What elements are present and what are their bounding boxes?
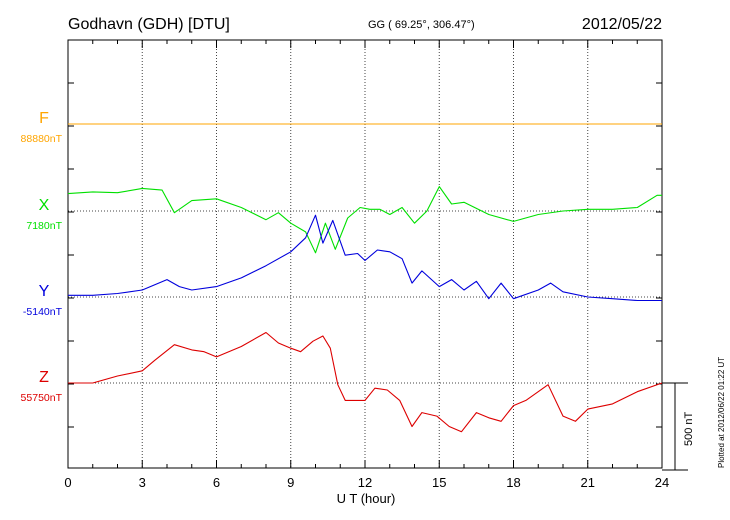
series-name-x: X [39, 197, 50, 214]
series-name-f: F [39, 110, 49, 127]
scale-bar: 500 nT [662, 382, 695, 471]
series-baseline-z: 55750nT [21, 392, 63, 404]
x-tick-label: 3 [139, 475, 146, 490]
x-tick-label: 15 [432, 475, 446, 490]
series-x-line [67, 186, 662, 254]
station-title: Godhavn (GDH) [DTU] [68, 16, 230, 33]
x-tick-label: 0 [64, 475, 71, 490]
plotted-note: Plotted at 2012/06/22 01:22 UT [717, 357, 726, 468]
series-baseline-f: 88880nT [21, 133, 63, 145]
series-labels: F 88880nT X 7180nT Y -5140nT Z 55750nT [21, 110, 63, 404]
x-tick-label: 18 [506, 475, 520, 490]
axis-ticks: 0 3 6 9 12 15 18 21 24 [64, 40, 669, 490]
grid [68, 40, 662, 468]
series-name-z: Z [39, 369, 49, 386]
date-label: 2012/05/22 [582, 16, 662, 33]
series-name-y: Y [39, 283, 50, 300]
x-axis-label: U T (hour) [337, 491, 396, 506]
x-tick-label: 21 [581, 475, 595, 490]
coords-label: GG ( 69.25°, 306.47°) [368, 19, 475, 31]
series-baseline-y: -5140nT [23, 306, 63, 318]
series-baseline-x: 7180nT [26, 220, 62, 232]
series-z-line [68, 331, 663, 433]
series-group [67, 123, 663, 433]
scale-bar-label: 500 nT [683, 411, 695, 446]
x-tick-label: 9 [287, 475, 294, 490]
x-tick-label: 24 [655, 475, 669, 490]
x-tick-label: 12 [358, 475, 372, 490]
series-y-line [68, 214, 662, 302]
x-tick-label: 6 [213, 475, 220, 490]
